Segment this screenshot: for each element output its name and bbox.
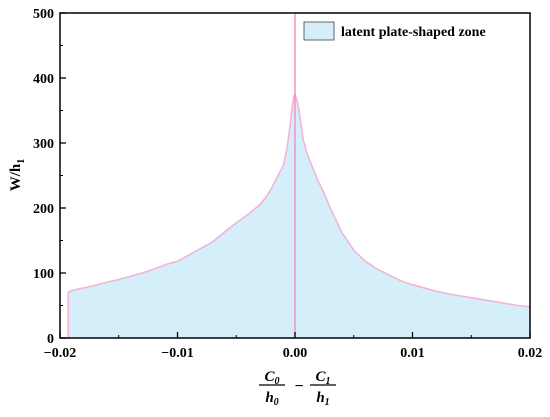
- x-tick-label: 0.02: [518, 346, 543, 361]
- svg-text:C1: C1: [315, 369, 330, 387]
- svg-text:h1: h1: [316, 390, 329, 408]
- x-tick-label: 0.00: [283, 346, 308, 361]
- x-axis-label: C0 h0 − C1 h1: [259, 369, 336, 408]
- x-tick-label: −0.01: [161, 346, 193, 361]
- x-label-term2-numerator-sub: 1: [326, 376, 331, 387]
- series-area-fill: [68, 94, 530, 338]
- x-label-term1-denominator-sub: 0: [274, 397, 279, 408]
- y-axis-label-main: W/h: [8, 163, 24, 191]
- y-tick-label: 0: [47, 332, 54, 347]
- x-label-term1-denominator: h: [265, 390, 273, 406]
- y-tick-label: 400: [33, 72, 54, 87]
- x-label-operator: −: [294, 378, 303, 395]
- y-tick-label: 200: [33, 202, 54, 217]
- x-label-term2-denominator-sub: 1: [325, 397, 330, 408]
- y-tick-label: 500: [33, 7, 54, 22]
- x-label-term2-numerator: C: [315, 369, 326, 385]
- svg-text:h0: h0: [265, 390, 278, 408]
- x-label-term2-denominator: h: [316, 390, 324, 406]
- x-tick-label: 0.01: [400, 346, 425, 361]
- y-axis-label-sub: 1: [16, 159, 27, 164]
- legend: latent plate-shaped zone: [303, 21, 486, 41]
- series-area-outline: [67, 92, 531, 338]
- legend-swatch: [303, 21, 335, 41]
- plot-area: [67, 13, 531, 338]
- svg-text:W/h1: W/h1: [8, 159, 27, 192]
- y-tick-label: 100: [33, 267, 54, 282]
- legend-label: latent plate-shaped zone: [341, 25, 486, 40]
- x-label-term1-numerator: C: [264, 369, 275, 385]
- svg-text:C0: C0: [264, 369, 279, 387]
- x-label-term1-numerator-sub: 0: [275, 376, 280, 387]
- axes: −0.02 −0.01 0.00 0.01 0.02 0 100 200 300 400 500: [33, 7, 542, 361]
- y-tick-label: 300: [33, 137, 54, 152]
- x-tick-label: −0.02: [44, 346, 76, 361]
- y-axis-label: W/h1: [8, 159, 27, 192]
